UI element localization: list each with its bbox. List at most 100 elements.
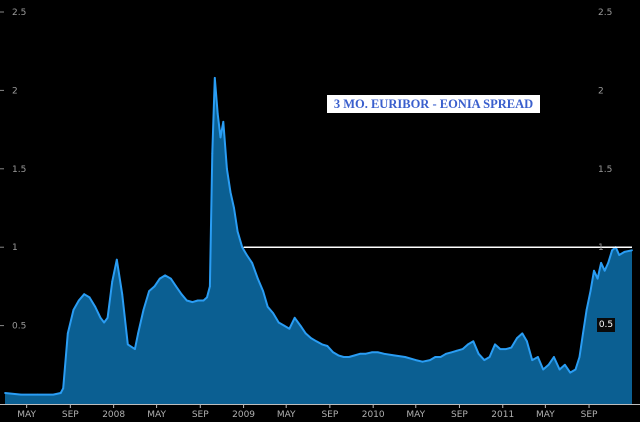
data-point	[589, 290, 592, 292]
data-point	[429, 359, 431, 361]
data-point	[229, 191, 232, 194]
data-point	[251, 262, 254, 264]
data-point	[52, 393, 55, 396]
data-point	[537, 356, 539, 358]
x-tick-label: SEP	[451, 410, 468, 420]
data-point	[299, 324, 302, 327]
data-point	[483, 359, 486, 361]
data-point	[72, 309, 75, 311]
x-tick-label: SEP	[192, 410, 209, 420]
data-point	[164, 274, 167, 277]
y-tick-label-left: 1.5	[12, 165, 26, 175]
data-point	[467, 343, 469, 346]
data-point	[450, 351, 453, 354]
data-point	[241, 246, 244, 249]
data-point	[20, 393, 22, 396]
data-point	[623, 251, 626, 253]
data-point	[158, 277, 161, 280]
data-point	[593, 269, 595, 272]
data-point	[310, 337, 312, 339]
data-point	[233, 207, 235, 209]
data-point	[62, 387, 65, 390]
data-point	[315, 340, 318, 343]
data-point	[564, 363, 566, 366]
data-point	[262, 290, 264, 292]
data-point	[326, 345, 329, 347]
data-point	[226, 167, 228, 170]
data-point	[209, 285, 211, 288]
data-point	[585, 309, 588, 311]
x-tick-label: SEP	[321, 410, 338, 420]
x-tick-label: MAY	[536, 410, 555, 420]
data-point	[213, 77, 216, 79]
data-point	[477, 352, 480, 355]
data-point	[191, 301, 194, 303]
data-point	[456, 349, 458, 352]
x-tick-label: MAY	[406, 410, 425, 420]
data-point	[618, 254, 621, 256]
data-point	[547, 363, 550, 366]
x-tick-label: SEP	[62, 410, 79, 420]
data-point	[211, 152, 214, 155]
data-point	[596, 277, 599, 280]
data-point	[569, 371, 572, 374]
x-tick-label: MAY	[147, 410, 166, 420]
data-point	[370, 351, 373, 354]
y-tick-label-left: 0.5	[12, 322, 26, 332]
data-point	[206, 296, 208, 299]
data-point	[558, 368, 561, 371]
data-point	[277, 321, 280, 324]
data-point	[414, 359, 417, 361]
y-tick-label-left: 1	[12, 243, 18, 253]
data-point	[94, 305, 97, 308]
data-point	[272, 312, 274, 314]
data-point	[600, 262, 602, 264]
data-point	[348, 356, 350, 358]
x-tick-label: 2009	[232, 410, 255, 420]
data-point	[494, 343, 496, 346]
data-point	[180, 293, 183, 296]
data-point	[364, 352, 367, 355]
data-point	[126, 343, 129, 346]
data-point	[36, 393, 39, 396]
data-point	[66, 332, 69, 335]
y-tick-label-right: 2.5	[598, 8, 612, 18]
data-point	[111, 280, 114, 283]
data-point	[553, 356, 555, 358]
data-point	[542, 368, 545, 371]
data-point	[631, 249, 633, 252]
data-point	[377, 351, 379, 354]
data-point	[202, 299, 205, 302]
data-point	[488, 356, 491, 358]
data-point	[137, 332, 140, 335]
data-point	[185, 299, 188, 302]
data-point	[216, 113, 219, 115]
data-point	[196, 299, 199, 302]
data-point	[521, 332, 524, 335]
data-point	[134, 348, 136, 350]
data-point	[516, 337, 518, 339]
x-tick-label: MAY	[17, 410, 36, 420]
data-point	[266, 305, 269, 308]
data-point	[304, 332, 307, 335]
data-point	[353, 354, 356, 357]
data-point	[332, 351, 334, 354]
y-tick-label-right: 2	[598, 86, 604, 96]
data-point	[582, 332, 584, 335]
y-tick-label-right: 1	[598, 243, 604, 253]
data-point	[106, 316, 109, 319]
data-point	[359, 352, 361, 355]
data-point	[219, 136, 222, 139]
data-point	[393, 354, 395, 357]
data-point	[175, 285, 178, 288]
y-tick-label-left: 2.5	[12, 8, 26, 18]
data-point	[510, 346, 513, 349]
data-point	[148, 290, 151, 292]
data-point	[115, 258, 118, 261]
data-point	[99, 316, 102, 319]
y-tick-label-left: 2	[12, 86, 18, 96]
data-point	[603, 269, 606, 272]
data-point	[472, 340, 475, 343]
data-point	[578, 356, 581, 358]
